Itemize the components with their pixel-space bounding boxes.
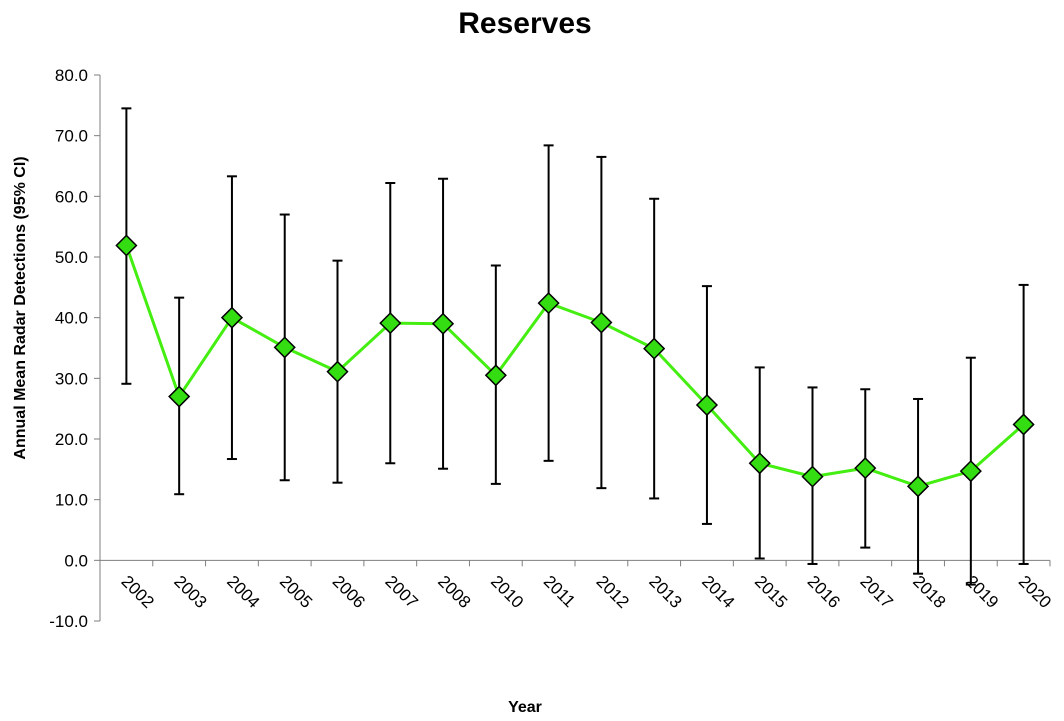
data-point-marker [273, 336, 296, 359]
y-tick-label: -10.0 [49, 612, 88, 631]
y-tick-label: 60.0 [55, 187, 88, 206]
x-tick-label: 2014 [698, 572, 738, 612]
x-tick-label: 2013 [645, 572, 685, 612]
x-tick-label: 2011 [540, 572, 579, 611]
data-point-marker [537, 292, 560, 315]
data-point-marker [431, 312, 455, 335]
x-tick-label: 2008 [434, 572, 474, 612]
y-tick-label: 20.0 [55, 430, 88, 449]
data-point-marker [695, 393, 719, 417]
x-tick-label: 2003 [170, 572, 210, 612]
data-point-marker [220, 306, 244, 329]
data-point-marker [1012, 413, 1035, 436]
data-point-marker [748, 452, 771, 475]
x-tick-label: 2004 [223, 572, 263, 612]
data-point-marker [854, 457, 877, 480]
x-tick-label: 2015 [751, 572, 791, 612]
y-tick-label: 80.0 [55, 66, 88, 85]
x-tick-label: 2010 [487, 572, 527, 612]
x-tick-label: 2017 [856, 572, 896, 612]
x-tick-label: 2012 [593, 572, 633, 612]
y-tick-label: 0.0 [64, 551, 88, 570]
y-axis-title: Annual Mean Radar Detections (95% CI) [12, 156, 29, 459]
data-point-marker [959, 460, 982, 483]
x-tick-label: 2006 [329, 572, 369, 612]
x-axis-title: Year [508, 699, 542, 716]
x-tick-label: 2019 [962, 572, 1002, 612]
data-point-marker [801, 465, 824, 488]
x-tick-label: 2002 [118, 572, 158, 612]
data-point-marker [590, 311, 613, 334]
plot-area: 80.0 70.0 60.0 50.0 40.0 30.0 20.0 10.0 0.0 -10.0… [49, 66, 1055, 631]
x-tick-label: 2007 [381, 572, 421, 612]
x-tick-label: 2016 [804, 572, 844, 612]
data-point-marker [484, 364, 507, 387]
y-tick-label: 70.0 [55, 127, 88, 146]
series-line [124, 244, 1025, 488]
data-point-marker [643, 337, 666, 360]
data-point-marker [168, 385, 191, 408]
data-point-marker [906, 475, 930, 498]
y-tick-label: 30.0 [55, 369, 88, 388]
data-point-marker [379, 312, 402, 335]
y-tick-label: 40.0 [55, 309, 88, 328]
data-point-marker [326, 360, 349, 383]
chart-title: Reserves [458, 7, 591, 40]
y-tick-label: 50.0 [55, 248, 88, 267]
x-tick-label: 2018 [909, 572, 949, 612]
x-tick-label: 2020 [1015, 572, 1055, 612]
x-tick-label: 2005 [276, 572, 316, 612]
data-point-marker [115, 234, 138, 257]
y-tick-label: 10.0 [55, 491, 88, 510]
